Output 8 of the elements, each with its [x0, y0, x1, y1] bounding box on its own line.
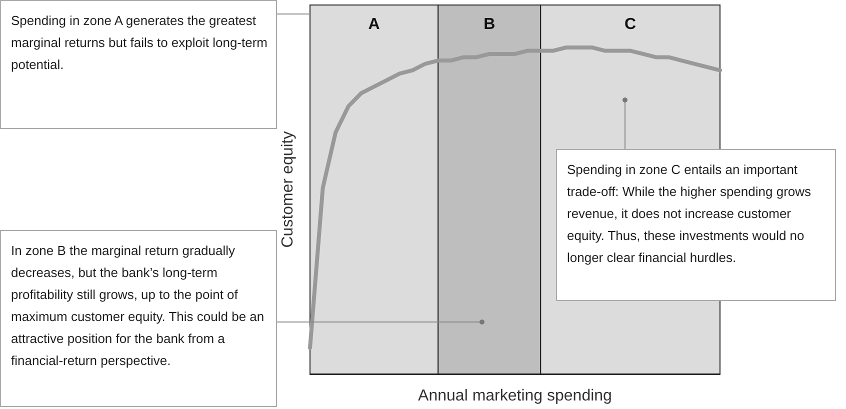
callout-box: In zone B the marginal return gradually decreases, but the bank’s long-term profitability still grows, up to the point of maximum customer equity. This could be an attractive position for the bank from a financial-return perspective. — [0, 230, 277, 407]
text: A — [368, 16, 380, 33]
x-axis-title: Annual marketing spending — [418, 388, 612, 404]
y-axis-title: Customer equity — [280, 131, 296, 248]
text: C — [624, 16, 637, 33]
text: B — [484, 16, 496, 33]
callout-box: Spending in zone C entails an important trade-off: While the higher spending grows revenue, it does not increase customer equity. Thus, these investments would no longer clear financial hurdles. — [556, 149, 836, 301]
callout-box: Spending in zone A generates the greatest marginal returns but fails to exploit long-term potential. — [0, 0, 277, 129]
